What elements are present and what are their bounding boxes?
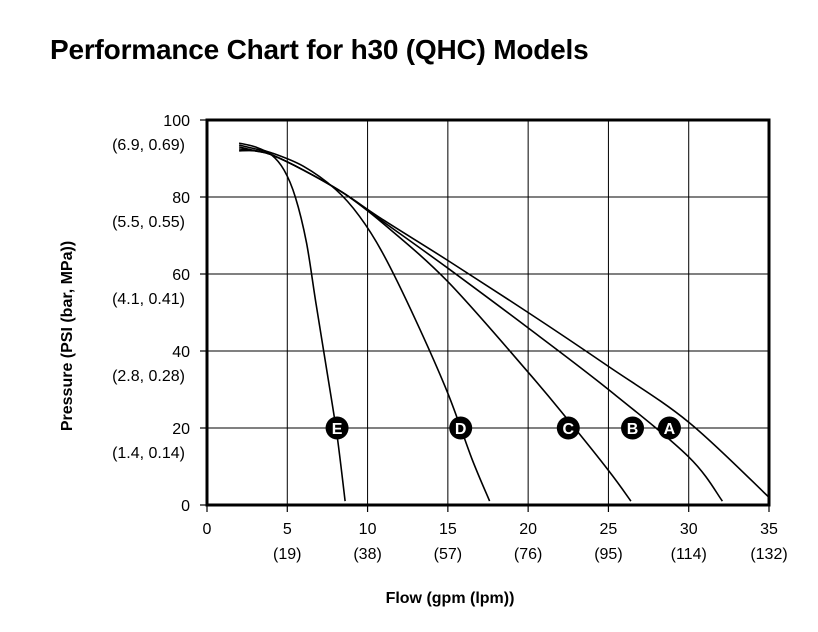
x-tick-label: 25: [600, 521, 618, 538]
y-tick-label: 40: [172, 344, 190, 361]
x-tick-sublabel: (38): [353, 546, 381, 563]
curve-b: [239, 148, 724, 502]
x-tick-label: 35: [760, 521, 778, 538]
x-tick-label: 0: [203, 521, 212, 538]
plot-frame: [205, 118, 771, 507]
performance-curves: [238, 142, 770, 502]
y-tick-sublabel: (6.9, 0.69): [112, 137, 185, 154]
x-tick-sublabel: (114): [671, 546, 707, 563]
y-tick-label: 100: [163, 113, 190, 130]
curve-a-marker: [657, 416, 681, 440]
curve-e: [238, 142, 346, 502]
y-tick-label: 60: [172, 267, 190, 284]
y-tick-label: 0: [181, 498, 190, 515]
y-axis-label: Pressure (PSI (bar, MPa)): [59, 241, 76, 431]
curve-a-marker-label: A: [664, 421, 676, 438]
y-tick-sublabel: (5.5, 0.55): [112, 214, 185, 231]
curve-c-marker: [556, 416, 580, 440]
x-tick-label: 15: [439, 521, 457, 538]
curve-d-marker-label: D: [455, 421, 467, 438]
curve-b-marker: [621, 416, 645, 440]
x-axis-label: Flow (gpm (lpm)): [386, 590, 515, 607]
chart-title: Performance Chart for h30 (QHC) Models: [50, 34, 589, 65]
x-tick-sublabel: (95): [594, 546, 622, 563]
x-tick-sublabel: (132): [750, 546, 787, 563]
y-tick-label: 20: [172, 421, 190, 438]
curve-d-marker: [449, 416, 473, 440]
x-tick-sublabel: (57): [434, 546, 462, 563]
x-tick-label: 10: [359, 521, 377, 538]
curve-b-marker-label: B: [627, 421, 639, 438]
x-tick-sublabel: (19): [273, 546, 301, 563]
y-tick-sublabel: (2.8, 0.28): [112, 368, 185, 385]
y-tick-sublabel: (1.4, 0.14): [112, 445, 185, 462]
curve-c: [238, 146, 632, 502]
x-tick-label: 5: [283, 521, 292, 538]
axes: 0 5 (19) 10 (38) 15 (57) 20 (76) 25 (95) 30 (114) 35 (…: [112, 113, 788, 563]
curve-e-marker: [325, 416, 349, 440]
x-tick-label: 30: [680, 521, 698, 538]
curve-markers: A B C D E: [325, 416, 681, 440]
curve-d: [238, 144, 491, 502]
curve-e-marker-label: E: [332, 421, 343, 438]
x-tick-sublabel: (76): [514, 546, 542, 563]
x-tick-label: 20: [519, 521, 537, 538]
grid-lines: [207, 120, 769, 505]
y-tick-label: 80: [172, 190, 190, 207]
y-tick-sublabel: (4.1, 0.41): [112, 291, 185, 308]
curve-c-marker-label: C: [563, 421, 575, 438]
